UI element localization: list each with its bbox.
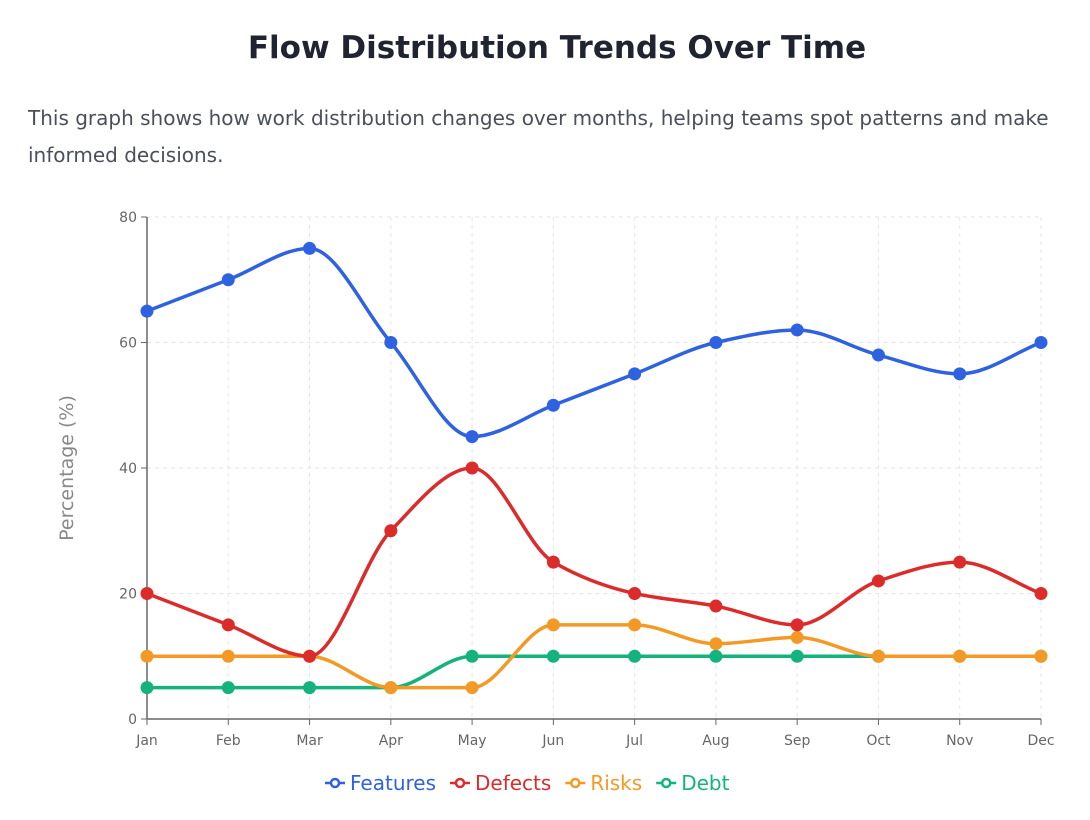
y-axis-label: Percentage (%) <box>56 395 78 541</box>
point-features <box>871 348 885 362</box>
point-debt <box>140 681 154 695</box>
point-defects <box>790 618 804 632</box>
x-tick-label: Apr <box>379 733 403 749</box>
point-debt <box>465 649 479 663</box>
line-debt <box>146 654 1041 690</box>
legend-item-features[interactable]: Features <box>325 771 436 795</box>
point-debt <box>303 681 317 695</box>
point-features <box>303 241 317 255</box>
point-features <box>140 304 154 318</box>
legend-label: Risks <box>590 771 642 795</box>
point-features <box>953 367 967 381</box>
point-features <box>384 336 398 349</box>
legend-item-risks[interactable]: Risks <box>565 771 642 795</box>
series-defects <box>140 461 1048 663</box>
x-tick-label: Dec <box>1027 733 1054 749</box>
series-features <box>140 241 1048 444</box>
point-features <box>465 430 479 444</box>
line-features <box>146 246 1042 439</box>
point-defects <box>1034 587 1048 600</box>
point-features <box>221 273 235 287</box>
legend-label: Debt <box>681 771 729 795</box>
legend-item-debt[interactable]: Debt <box>656 771 730 795</box>
point-debt <box>546 649 560 663</box>
point-risks <box>953 649 967 663</box>
x-tick-label: Mar <box>296 733 323 749</box>
x-tick-label: Aug <box>702 733 729 749</box>
legend-label: Defects <box>475 771 551 795</box>
x-tick-label: Sep <box>784 733 811 749</box>
x-tick-label: Nov <box>946 733 973 749</box>
point-risks <box>790 630 804 644</box>
point-defects <box>709 599 723 613</box>
x-tick-label: Jul <box>625 733 643 749</box>
chart-title: Flow Distribution Trends Over Time <box>247 30 867 66</box>
line-defects <box>146 466 1042 659</box>
legend-circle-icon <box>570 777 581 789</box>
point-features <box>1034 336 1048 349</box>
x-tick-label: Feb <box>216 733 241 749</box>
point-defects <box>221 618 235 632</box>
x-tick-label: May <box>458 733 487 749</box>
point-features <box>790 323 804 337</box>
legend-item-defects[interactable]: Defects <box>450 771 551 795</box>
x-tick-label: Oct <box>866 733 891 749</box>
point-defects <box>465 461 479 475</box>
x-tick-label: Jan <box>135 733 158 749</box>
legend-circle-icon <box>454 777 466 789</box>
legend-label: Features <box>350 771 436 795</box>
point-defects <box>303 649 317 663</box>
y-tick-label: 60 <box>119 336 137 352</box>
point-debt <box>790 649 804 663</box>
point-risks <box>871 649 885 663</box>
point-defects <box>628 587 642 600</box>
x-tick-label: Jun <box>541 733 564 749</box>
point-features <box>709 336 723 349</box>
point-risks <box>384 681 398 695</box>
point-risks <box>140 649 154 663</box>
y-tick-label: 0 <box>128 712 137 728</box>
y-tick-label: 20 <box>119 587 137 603</box>
point-risks <box>709 637 723 651</box>
point-risks <box>628 618 642 632</box>
point-defects <box>546 555 560 569</box>
y-tick-label: 40 <box>119 461 137 477</box>
point-risks <box>546 618 560 632</box>
y-tick-label: 80 <box>119 210 137 226</box>
point-defects <box>140 587 154 600</box>
point-risks <box>221 649 235 663</box>
point-features <box>628 367 642 381</box>
point-defects <box>384 524 398 538</box>
point-debt <box>628 649 642 663</box>
legend-circle-icon <box>660 777 672 789</box>
point-risks <box>465 681 479 695</box>
point-debt <box>709 649 723 663</box>
point-debt <box>221 681 235 695</box>
point-features <box>546 398 560 412</box>
legend-circle-icon <box>329 777 341 789</box>
chart-description: This graph shows how work distribution c… <box>28 106 1049 167</box>
point-defects <box>953 555 967 569</box>
point-risks <box>1034 649 1048 663</box>
point-defects <box>871 574 885 588</box>
